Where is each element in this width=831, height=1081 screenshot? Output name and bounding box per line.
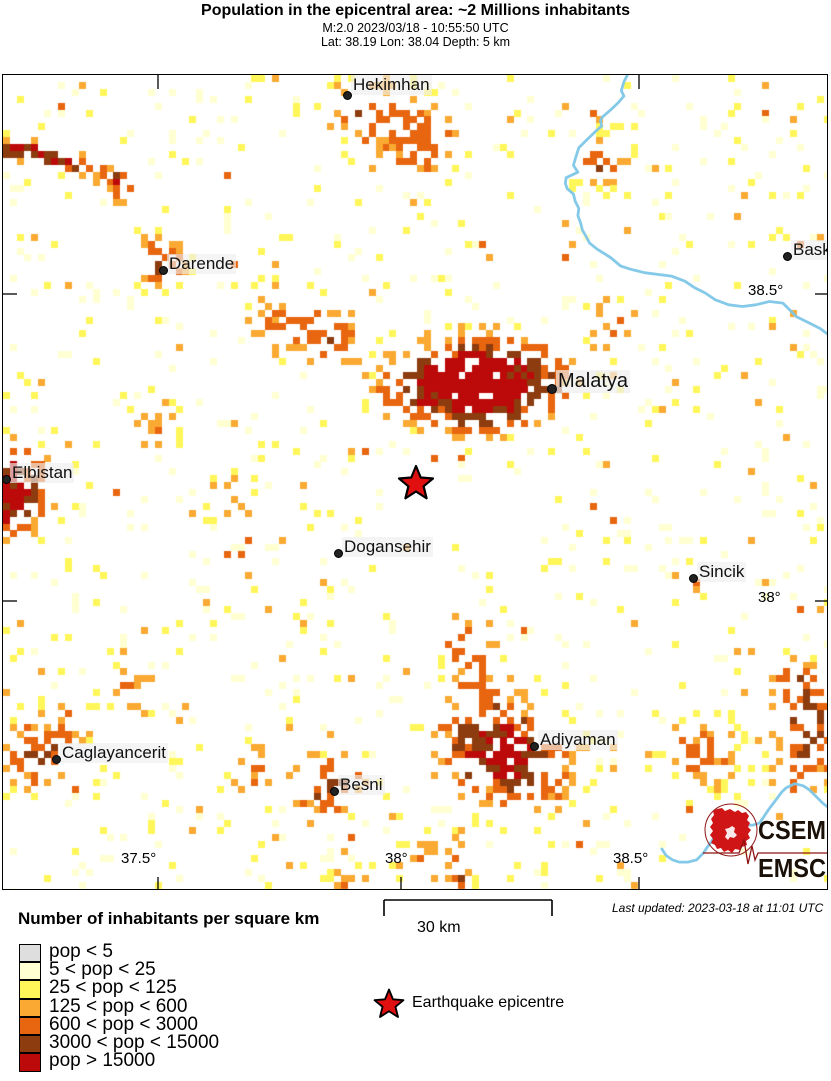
svg-text:EMSC: EMSC [758,853,826,883]
svg-text:CSEM: CSEM [758,815,826,845]
